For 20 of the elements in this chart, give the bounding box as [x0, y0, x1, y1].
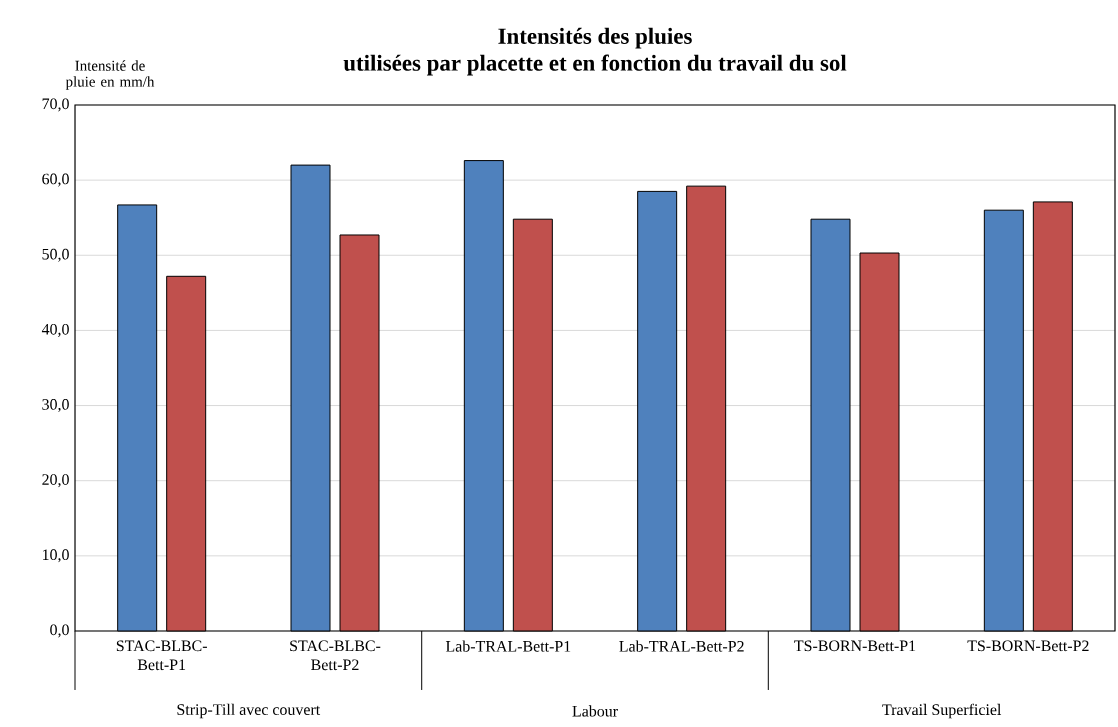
x-tick-label: Lab-TRAL-Bett-P2 [619, 640, 744, 652]
y-tick-label: 50,0 [42, 248, 69, 262]
y-tick-label: 40,0 [41, 323, 69, 337]
chart-subtitle: utilisées par placette et en fonction du travail du sol [343, 54, 847, 76]
y-tick-label: 60,0 [42, 173, 69, 187]
x-tick-label: STAC-BLBC-Bett-P1 [116, 640, 207, 671]
y-axis-title: Intensité de pluie en mm/h [65, 60, 155, 90]
chart-title: Intensités des pluies [498, 27, 692, 49]
y-tick-label: 20,0 [42, 474, 69, 488]
x-tick-label: Lab-TRAL-Bett-P1 [445, 640, 571, 652]
y-tick-label: 10,0 [43, 549, 69, 563]
text: Strip-Till avec couvert [177, 703, 321, 719]
y-tick-label: 30,0 [42, 399, 69, 413]
y-tick-label: 0,0 [50, 624, 69, 638]
text: Travail Superficiel [882, 703, 1002, 719]
y-tick-label: 70,0 [42, 98, 69, 112]
x-tick-label: TS-BORN-Bett-P2 [967, 640, 1089, 652]
text: Labour [572, 705, 618, 717]
x-tick-label: STAC-BLBC-Bett-P2 [290, 640, 381, 671]
x-tick-label: TS-BORN-Bett-P1 [794, 640, 916, 652]
